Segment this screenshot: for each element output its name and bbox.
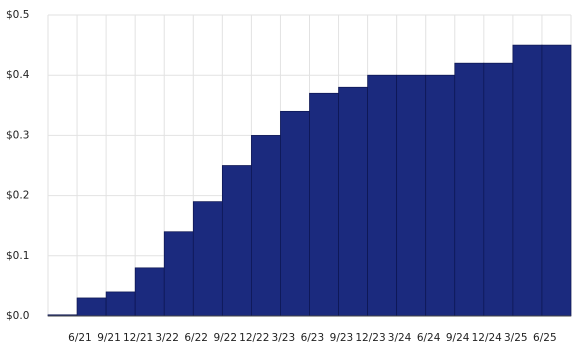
bar [221, 165, 252, 317]
x-tick-label: 3/22 [155, 332, 179, 344]
x-tick-label: 6/21 [68, 332, 92, 344]
x-tick-label: 6/23 [301, 332, 325, 344]
bar [192, 201, 223, 317]
x-tick-label: 6/24 [417, 332, 441, 344]
bar [425, 74, 456, 317]
bar [163, 231, 194, 317]
y-tick-label: $0.4 [6, 69, 30, 81]
x-tick-label: 3/25 [504, 332, 528, 344]
bar [541, 44, 572, 317]
bar [251, 135, 281, 317]
x-tick-label: 3/23 [272, 332, 296, 344]
bar [309, 92, 339, 317]
x-tick-label: 6/25 [533, 332, 557, 344]
y-tick-label: $0.2 [6, 190, 29, 202]
bar [280, 110, 310, 317]
bar [134, 267, 165, 317]
y-tick-label: $0.5 [6, 9, 29, 21]
bar [512, 44, 543, 317]
x-tick-label: 12/23 [355, 332, 385, 344]
y-tick-label: $0.1 [6, 250, 29, 262]
x-tick-label: 12/24 [472, 332, 503, 344]
x-tick-label: 3/24 [388, 332, 412, 344]
x-tick-label: 9/22 [213, 332, 237, 344]
x-tick-label: 12/21 [123, 332, 153, 344]
x-tick-label: 9/21 [97, 332, 121, 344]
bar [454, 62, 485, 317]
bar [105, 291, 136, 317]
bar [396, 74, 427, 317]
x-tick-label: 9/23 [330, 332, 354, 344]
x-tick-label: 9/24 [446, 332, 470, 344]
bar [76, 297, 107, 317]
x-tick-label: 12/22 [239, 332, 269, 344]
bar [338, 86, 368, 317]
y-tick-label: $0.3 [6, 129, 29, 141]
bar [483, 62, 514, 317]
x-tick-label: 6/22 [184, 332, 208, 344]
y-tick-label: $0.0 [6, 310, 29, 322]
bar [367, 74, 398, 317]
